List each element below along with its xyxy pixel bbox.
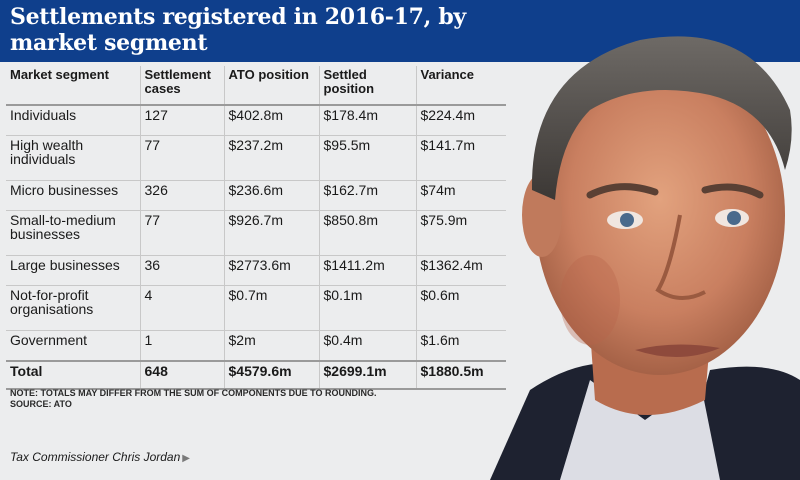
table-cell: $0.1m [319, 285, 417, 331]
table-header-row: Market segment Settlement cases ATO posi… [6, 66, 506, 106]
table-cell: $4579.6m [224, 360, 320, 390]
table-cell: $2699.1m [319, 360, 417, 390]
portrait-illustration [470, 0, 800, 480]
table-cell: Government [6, 330, 141, 362]
table-cell: $2773.6m [224, 255, 320, 286]
column-header: Variance [416, 66, 506, 106]
table-cell: Total [6, 360, 141, 390]
table-cell: $75.9m [416, 210, 506, 256]
table-total-row: Total 648 $4579.6m $2699.1m $1880.5m [6, 360, 506, 390]
photo-caption: Tax Commissioner Chris Jordan ▶ [10, 450, 190, 464]
table-cell: $237.2m [224, 135, 320, 181]
table-cell: Small-to-medium businesses [6, 210, 141, 256]
column-header: ATO position [224, 66, 320, 106]
caption-text: Tax Commissioner Chris Jordan [10, 450, 181, 464]
settlements-table: Market segment Settlement cases ATO posi… [6, 66, 506, 390]
caption-arrow-icon: ▶ [182, 453, 190, 464]
table-cell: $162.7m [319, 180, 417, 211]
portrait-photo [470, 0, 800, 480]
table-cell: 127 [140, 105, 225, 136]
column-header: Market segment [6, 66, 141, 106]
table-row: Large businesses 36 $2773.6m $1411.2m $1… [6, 255, 506, 286]
table-cell: $850.8m [319, 210, 417, 256]
table-cell: Individuals [6, 105, 141, 136]
footnote: NOTE: TOTALS MAY DIFFER FROM THE SUM OF … [10, 388, 480, 410]
title-banner: Settlements registered in 2016-17, by ma… [0, 0, 800, 62]
table-cell: $1411.2m [319, 255, 417, 286]
table-cell: 1 [140, 330, 225, 362]
table-cell: $1362.4m [416, 255, 506, 286]
table-cell: 77 [140, 210, 225, 256]
table-cell: $0.7m [224, 285, 320, 331]
table-cell: $224.4m [416, 105, 506, 136]
table-row: Individuals 127 $402.8m $178.4m $224.4m [6, 105, 506, 136]
table-cell: $2m [224, 330, 320, 362]
table-cell: $0.6m [416, 285, 506, 331]
table-cell: $1.6m [416, 330, 506, 362]
table-row: Small-to-medium businesses 77 $926.7m $8… [6, 210, 506, 256]
column-header: Settled position [319, 66, 417, 106]
table-cell: 326 [140, 180, 225, 211]
table-cell: $0.4m [319, 330, 417, 362]
table-cell: $926.7m [224, 210, 320, 256]
table-cell: 36 [140, 255, 225, 286]
table-row: High wealth individuals 77 $237.2m $95.5… [6, 135, 506, 181]
column-header: Settlement cases [140, 66, 225, 106]
table-cell: Micro businesses [6, 180, 141, 211]
settlements-table-container: Market segment Settlement cases ATO posi… [0, 62, 515, 390]
table-cell: Not-for-profit organisations [6, 285, 141, 331]
table-cell: $141.7m [416, 135, 506, 181]
table-cell: $95.5m [319, 135, 417, 181]
table-row: Government 1 $2m $0.4m $1.6m [6, 330, 506, 362]
table-cell: $402.8m [224, 105, 320, 136]
table-row: Micro businesses 326 $236.6m $162.7m $74… [6, 180, 506, 211]
source-note: SOURCE: ATO [10, 399, 72, 409]
table-cell: Large businesses [6, 255, 141, 286]
chart-title: Settlements registered in 2016-17, by ma… [10, 4, 466, 56]
table-row: Not-for-profit organisations 4 $0.7m $0.… [6, 285, 506, 331]
table-cell: High wealth individuals [6, 135, 141, 181]
table-cell: 4 [140, 285, 225, 331]
table-cell: 77 [140, 135, 225, 181]
table-cell: $236.6m [224, 180, 320, 211]
table-cell: 648 [140, 360, 225, 390]
rounding-note: NOTE: TOTALS MAY DIFFER FROM THE SUM OF … [10, 388, 377, 398]
table-cell: $1880.5m [416, 360, 506, 390]
table-cell: $178.4m [319, 105, 417, 136]
table-cell: $74m [416, 180, 506, 211]
